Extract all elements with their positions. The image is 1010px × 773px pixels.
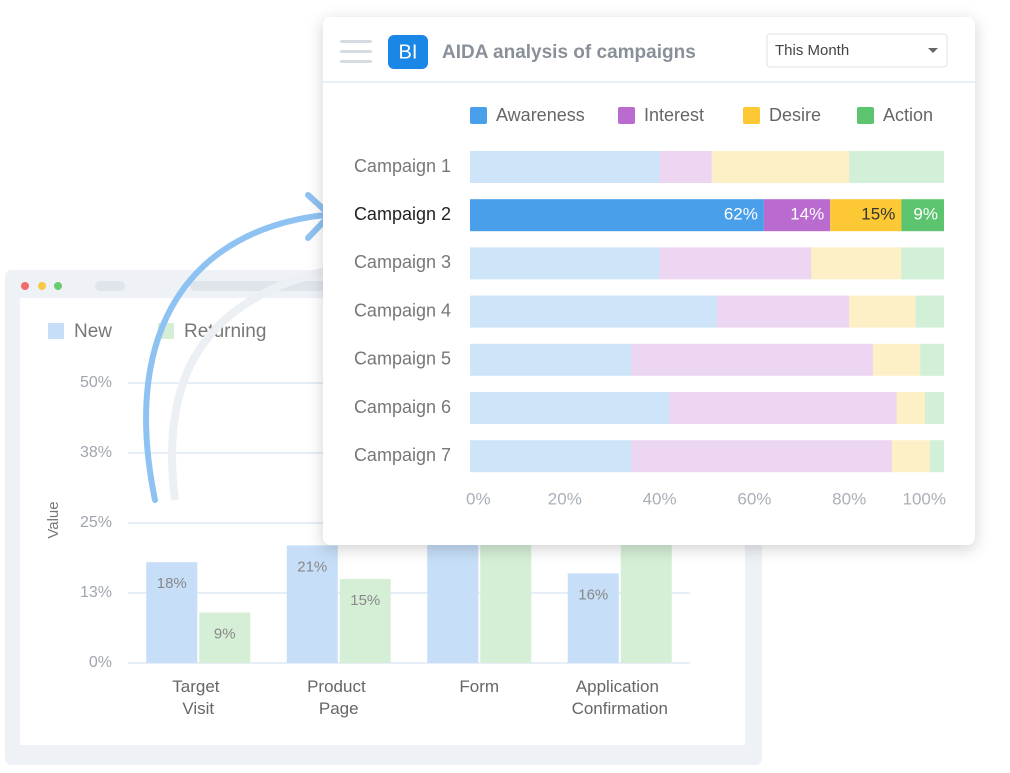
category-label: Campaign 4 (354, 300, 451, 320)
x-tick-label: 60% (737, 489, 771, 508)
bar-segment (929, 440, 944, 473)
legend-label: Awareness (496, 105, 585, 125)
bar-segment (470, 199, 764, 232)
bar (567, 573, 619, 663)
x-tick-label: Application Confirmation (572, 677, 668, 718)
bar-segment (470, 151, 660, 183)
category-label: Campaign 6 (354, 397, 451, 417)
y-tick-label: 13% (80, 584, 112, 601)
bar-segment (915, 295, 944, 328)
bar (199, 612, 251, 663)
dropdown-box (766, 33, 948, 68)
bar-segment (925, 392, 944, 424)
bar-segment (896, 392, 926, 424)
bar-segment (920, 343, 944, 376)
legend-swatch (470, 107, 487, 124)
bar-segment (849, 151, 944, 183)
bar-segment (901, 247, 944, 280)
menu-line (340, 40, 372, 43)
bar-segment (470, 392, 670, 424)
period-dropdown[interactable]: This Month (766, 33, 948, 68)
value-label: 15% (350, 592, 380, 609)
y-axis-label: Value (45, 501, 62, 538)
category-label: Campaign 7 (354, 445, 451, 465)
bar-segment (659, 247, 812, 280)
x-tick-label: Product Page (307, 677, 370, 718)
panel-title: AIDA analysis of campaigns (442, 42, 696, 63)
bar-segment (763, 199, 831, 232)
bar-segment (716, 295, 850, 328)
value-label: 21% (297, 558, 327, 575)
bar-segment (659, 151, 712, 183)
category-label: Campaign 2 (354, 204, 451, 224)
value-label: 9% (913, 205, 938, 224)
bar-segment (470, 295, 717, 328)
bar-segment (631, 343, 873, 376)
x-tick-label: 100% (903, 489, 946, 508)
menu-line (340, 60, 372, 63)
bar-segment (891, 440, 930, 473)
legend-swatch (48, 323, 64, 339)
legend-swatch (618, 107, 635, 124)
legend-label: New (74, 321, 112, 342)
menu-icon[interactable] (340, 40, 372, 63)
logo-text: BI (399, 41, 418, 63)
y-tick-label: 25% (80, 514, 112, 531)
arrow-shadow (168, 266, 331, 501)
tab (95, 281, 125, 291)
bar-segment (470, 343, 632, 376)
dropdown-text: This Month (775, 42, 849, 59)
dot (38, 282, 46, 290)
bar (146, 562, 198, 663)
value-label: 18% (157, 575, 187, 592)
arrow-curve (143, 212, 328, 503)
x-tick-label: Target Visit (172, 677, 224, 718)
x-tick-label: 40% (643, 489, 677, 508)
dot (54, 282, 62, 290)
category-label: Campaign 3 (354, 252, 451, 272)
x-tick-label: 20% (548, 489, 582, 508)
x-tick-label: Form (459, 677, 499, 696)
legend-label: Action (883, 105, 933, 125)
value-label: 9% (214, 626, 236, 643)
bar (286, 545, 338, 663)
bar-segment (711, 151, 850, 183)
x-tick-label: 80% (832, 489, 866, 508)
logo (388, 35, 428, 69)
x-tick-label: 0% (466, 489, 491, 508)
y-tick-label: 0% (89, 654, 112, 671)
category-label: Campaign 5 (354, 349, 451, 369)
value-label: 15% (861, 205, 895, 224)
menu-line (340, 50, 372, 53)
bar-segment (470, 440, 632, 473)
bar-segment (631, 440, 892, 473)
front-panel: BI AIDA analysis of campaigns This Month… (323, 17, 975, 545)
bar-segment (669, 392, 897, 424)
legend-label: Desire (769, 105, 821, 125)
panel (323, 17, 975, 545)
bar (339, 579, 391, 663)
bar-segment (901, 199, 944, 232)
separator (323, 81, 975, 83)
dot (21, 282, 29, 290)
value-label: 14% (790, 205, 824, 224)
legend-swatch (857, 107, 874, 124)
y-tick-label: 38% (80, 444, 112, 461)
legend-swatch (743, 107, 760, 124)
value-label: 62% (724, 205, 758, 224)
dropdown-caret (928, 48, 938, 53)
bar-segment (470, 247, 660, 280)
category-label: Campaign 1 (354, 156, 451, 176)
value-label: 16% (578, 586, 608, 603)
y-tick-label: 50% (80, 374, 112, 391)
bar-segment (872, 343, 921, 376)
legend-label: Interest (644, 105, 704, 125)
bar-segment (849, 295, 916, 328)
bar-segment (811, 247, 902, 280)
address-bar (190, 281, 330, 291)
bar-segment (830, 199, 902, 232)
